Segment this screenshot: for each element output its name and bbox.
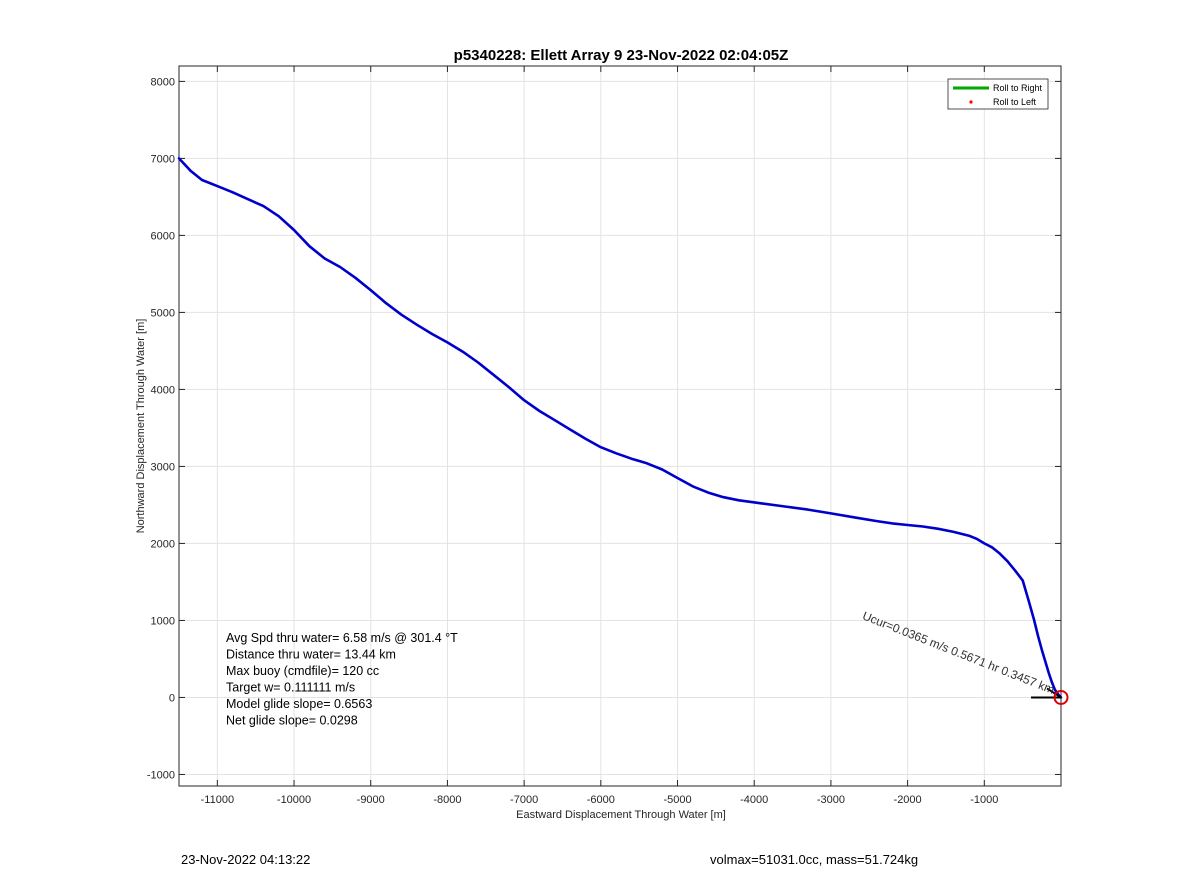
x-tick-label: -11000 <box>201 794 234 806</box>
stats-annotation-line: Distance thru water= 13.44 km <box>226 648 396 662</box>
y-tick-label: -1000 <box>147 769 175 781</box>
legend-label-roll-right: Roll to Right <box>993 83 1043 93</box>
x-tick-label: -8000 <box>433 794 461 806</box>
y-tick-label: 8000 <box>151 76 175 88</box>
x-tick-label: -4000 <box>740 794 768 806</box>
x-tick-label: -5000 <box>663 794 691 806</box>
x-tick-label: -1000 <box>970 794 998 806</box>
stats-annotation-line: Target w= 0.111111 m/s <box>226 681 355 695</box>
y-tick-label: 4000 <box>151 384 175 396</box>
y-tick-label: 6000 <box>151 230 175 242</box>
footer-volmax-mass: volmax=51031.0cc, mass=51.724kg <box>710 852 919 867</box>
stats-annotation-line: Avg Spd thru water= 6.58 m/s @ 301.4 °T <box>226 631 458 645</box>
y-tick-label: 3000 <box>151 461 175 473</box>
x-tick-label: -9000 <box>357 794 385 806</box>
y-tick-label: 2000 <box>151 538 175 550</box>
x-tick-label: -7000 <box>510 794 538 806</box>
chart-title: p5340228: Ellett Array 9 23-Nov-2022 02:… <box>454 47 789 64</box>
y-tick-label: 0 <box>169 692 175 704</box>
legend-swatch-roll-left <box>969 100 973 104</box>
series-group <box>177 157 1063 699</box>
x-tick-label: -6000 <box>587 794 615 806</box>
axes-box <box>178 65 1062 787</box>
glider-end-position-marker <box>1053 689 1069 705</box>
x-tick-label: -10000 <box>277 794 311 806</box>
legend-label-roll-left: Roll to Left <box>993 97 1037 107</box>
footer-timestamp: 23-Nov-2022 04:13:22 <box>181 852 311 867</box>
y-tick-label: 1000 <box>151 615 175 627</box>
stats-annotations: Avg Spd thru water= 6.58 m/s @ 301.4 °T D… <box>226 631 458 728</box>
stats-annotation-line: Net glide slope= 0.0298 <box>226 714 358 728</box>
trajectory-line <box>177 157 1063 699</box>
current-vector-arrowhead <box>1046 687 1062 699</box>
x-axis-ticks: -11000 -10000 -9000 -8000 -7000 -6000 -5000 -40… <box>201 66 998 806</box>
stats-annotation-line: Max buoy (cmdfile)= 120 cc <box>226 664 379 678</box>
y-axis-ticks: -1000 0 1000 2000 3000 4000 5000 6000 7000 8000 <box>147 76 1061 781</box>
legend: Roll to Right Roll to Left <box>947 78 1049 110</box>
x-tick-label: -2000 <box>894 794 922 806</box>
marker-group <box>1031 687 1069 705</box>
legend-box <box>947 78 1049 110</box>
stats-annotation-line: Model glide slope= 0.6563 <box>226 697 372 711</box>
y-axis-label: Northward Displacement Through Water [m] <box>135 319 147 534</box>
x-axis-label: Eastward Displacement Through Water [m] <box>516 809 726 821</box>
x-tick-label: -3000 <box>817 794 845 806</box>
y-tick-label: 7000 <box>151 153 175 165</box>
grid-lines <box>179 66 1061 786</box>
y-tick-label: 5000 <box>151 307 175 319</box>
current-vector-label: Ucur=0.0365 m/s 0.5671 hr 0.3457 km <box>860 609 1056 697</box>
